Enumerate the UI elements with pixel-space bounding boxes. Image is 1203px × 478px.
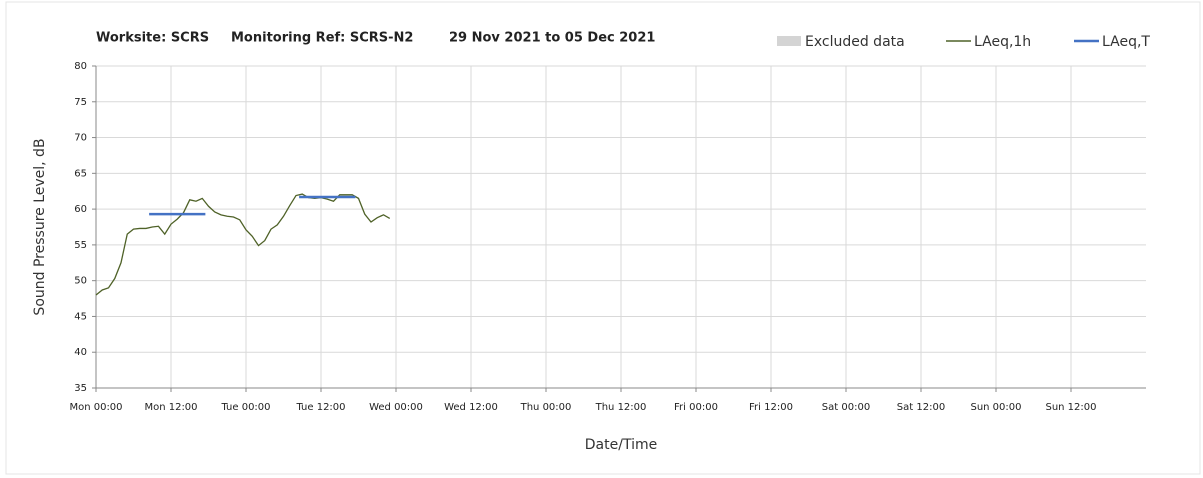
x-tick-label: Tue 12:00 xyxy=(295,402,345,413)
x-tick-label: Sat 00:00 xyxy=(822,402,870,413)
x-tick-label: Mon 00:00 xyxy=(69,402,122,413)
chart-title: Worksite: SCRS xyxy=(96,31,209,46)
x-tick-label: Sun 12:00 xyxy=(1045,402,1096,413)
y-tick-label: 80 xyxy=(74,61,87,72)
y-axis-label: Sound Pressure Level, dB xyxy=(32,138,48,315)
x-tick-label: Sun 00:00 xyxy=(970,402,1021,413)
y-tick-label: 60 xyxy=(74,204,87,215)
x-tick-label: Thu 00:00 xyxy=(520,402,572,413)
chart-title: Monitoring Ref: SCRS-N2 xyxy=(231,31,413,46)
x-axis-label: Date/Time xyxy=(585,437,657,453)
chart-border xyxy=(5,1,1201,475)
legend-label: LAeq,1h xyxy=(974,34,1031,50)
x-tick-label: Fri 00:00 xyxy=(674,402,718,413)
x-tick-label: Thu 12:00 xyxy=(595,402,647,413)
y-tick-label: 40 xyxy=(74,347,87,358)
y-tick-label: 35 xyxy=(74,383,87,394)
x-tick-label: Mon 12:00 xyxy=(144,402,197,413)
series-line xyxy=(95,193,391,296)
x-tick-label: Wed 00:00 xyxy=(369,402,423,413)
y-tick-label: 65 xyxy=(74,168,87,179)
legend-swatch xyxy=(777,36,801,46)
chart-title: 29 Nov 2021 to 05 Dec 2021 xyxy=(449,31,655,46)
y-tick-label: 45 xyxy=(74,311,87,322)
legend-label: LAeq,T xyxy=(1102,34,1150,50)
x-tick-label: Tue 00:00 xyxy=(220,402,270,413)
y-tick-label: 75 xyxy=(74,97,87,108)
y-tick-label: 70 xyxy=(74,133,87,144)
y-tick-label: 50 xyxy=(74,276,87,287)
x-tick-label: Fri 12:00 xyxy=(749,402,793,413)
legend-label: Excluded data xyxy=(805,34,905,50)
x-tick-label: Sat 12:00 xyxy=(897,402,945,413)
x-tick-label: Wed 12:00 xyxy=(444,402,498,413)
y-tick-label: 55 xyxy=(74,240,87,251)
